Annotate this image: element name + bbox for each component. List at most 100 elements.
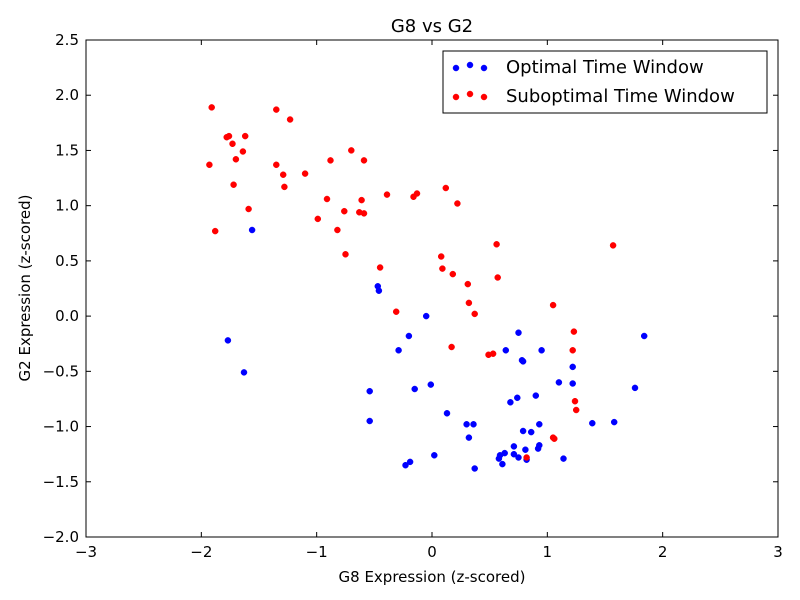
- data-point-suboptimal-20: [334, 226, 341, 234]
- data-point-suboptimal-49: [551, 435, 558, 442]
- legend-dot-0-2: [480, 64, 488, 72]
- data-point-optimal-47: [610, 418, 618, 426]
- data-point-optimal-8: [366, 387, 373, 395]
- data-point-optimal-10: [427, 381, 435, 388]
- data-point-optimal-24: [502, 347, 510, 354]
- data-point-suboptimal-2: [211, 227, 219, 235]
- legend-label-suboptimal: Suboptimal Time Window: [506, 86, 735, 107]
- data-point-suboptimal-4: [225, 132, 233, 140]
- data-point-suboptimal-35: [442, 184, 450, 192]
- data-point-optimal-46: [589, 419, 596, 427]
- data-point-suboptimal-9: [241, 132, 249, 140]
- data-point-suboptimal-6: [230, 181, 237, 188]
- data-point-suboptimal-30: [392, 308, 400, 315]
- data-point-optimal-5: [422, 312, 430, 320]
- y-tick-label-5: 0.5: [55, 252, 79, 270]
- data-point-suboptimal-17: [314, 215, 322, 223]
- data-point-optimal-22: [499, 460, 506, 468]
- data-point-suboptimal-0: [208, 104, 215, 111]
- data-point-optimal-17: [465, 434, 473, 441]
- data-point-suboptimal-32: [413, 190, 421, 197]
- data-point-suboptimal-45: [494, 274, 501, 281]
- axis-ticks: −3 −2 −1 0 1 2 3 −2.0 −1.5 −1.0 −0.5 0.0 0.5 1.0 1.5 2.…: [43, 31, 783, 561]
- legend-label-optimal: Optimal Time Window: [506, 57, 704, 78]
- data-point-optimal-36: [527, 428, 535, 436]
- data-point-suboptimal-10: [245, 205, 252, 213]
- legend-box: [442, 50, 768, 114]
- data-point-suboptimal-43: [489, 350, 497, 357]
- data-point-optimal-19: [471, 465, 478, 472]
- data-point-suboptimal-53: [572, 406, 580, 414]
- x-tick-label-0: −3: [75, 543, 97, 561]
- data-point-suboptimal-18: [323, 195, 331, 203]
- data-point-optimal-34: [522, 446, 529, 453]
- data-point-suboptimal-29: [383, 191, 391, 198]
- legend-dot-1-0: [452, 93, 460, 101]
- data-point-suboptimal-22: [342, 251, 349, 258]
- data-point-suboptimal-47: [549, 301, 557, 309]
- data-point-optimal-6: [405, 332, 413, 340]
- legend-marker-optimal: [452, 61, 488, 72]
- data-point-suboptimal-21: [341, 207, 348, 215]
- data-point-optimal-2: [240, 369, 248, 376]
- data-point-suboptimal-12: [273, 161, 280, 169]
- data-point-suboptimal-40: [465, 299, 473, 307]
- data-point-optimal-45: [569, 380, 576, 387]
- legend-dot-1-2: [480, 93, 488, 101]
- x-tick-label-4: 1: [543, 543, 553, 561]
- data-point-optimal-27: [510, 443, 518, 450]
- data-point-suboptimal-23: [348, 147, 355, 154]
- data-point-optimal-0: [248, 226, 256, 234]
- data-point-suboptimal-54: [609, 242, 617, 249]
- data-point-suboptimal-44: [493, 241, 500, 248]
- y-tick-label-2: −1.0: [43, 418, 79, 436]
- data-point-suboptimal-33: [437, 253, 445, 260]
- data-point-suboptimal-28: [376, 264, 384, 271]
- data-point-optimal-9: [411, 385, 418, 393]
- data-point-suboptimal-19: [327, 157, 334, 164]
- data-point-suboptimal-41: [471, 310, 478, 318]
- data-point-optimal-43: [560, 455, 567, 462]
- data-point-optimal-41: [538, 347, 545, 354]
- data-point-optimal-40: [536, 421, 543, 428]
- data-point-optimal-33: [519, 427, 527, 435]
- data-point-optimal-16: [463, 421, 470, 428]
- data-point-optimal-37: [532, 392, 540, 399]
- data-point-suboptimal-13: [279, 171, 287, 178]
- legend: Optimal Time Window Suboptimal Time Wind…: [442, 50, 768, 114]
- data-point-suboptimal-15: [286, 116, 294, 123]
- data-point-optimal-42: [555, 379, 563, 386]
- data-point-suboptimal-26: [360, 210, 368, 217]
- data-point-suboptimal-27: [360, 157, 368, 164]
- plot-frame: [85, 39, 779, 538]
- data-point-suboptimal-39: [464, 280, 472, 288]
- x-tick-label-1: −2: [190, 543, 212, 561]
- y-tick-label-0: −2.0: [43, 528, 79, 546]
- data-points: [206, 104, 648, 472]
- y-tick-label-6: 1.0: [55, 197, 79, 215]
- data-point-optimal-23: [501, 449, 508, 457]
- data-point-optimal-12: [402, 461, 409, 469]
- data-point-optimal-28: [514, 394, 521, 402]
- data-point-optimal-48: [631, 384, 639, 392]
- data-point-optimal-4: [375, 287, 383, 294]
- data-point-suboptimal-8: [239, 148, 247, 155]
- data-point-optimal-15: [443, 410, 451, 417]
- y-tick-label-3: −0.5: [43, 362, 79, 380]
- x-tick-label-3: 0: [427, 543, 437, 561]
- legend-marker-suboptimal: [452, 90, 488, 101]
- data-point-suboptimal-52: [571, 397, 579, 405]
- data-point-suboptimal-37: [449, 270, 457, 278]
- data-point-optimal-1: [224, 337, 232, 344]
- data-point-optimal-30: [515, 329, 522, 336]
- data-point-suboptimal-46: [523, 454, 530, 461]
- y-axis-label: G2 Expression (z-scored): [16, 195, 34, 382]
- data-point-optimal-39: [536, 442, 543, 449]
- data-point-suboptimal-38: [454, 200, 461, 207]
- data-point-optimal-13: [406, 458, 414, 466]
- data-point-suboptimal-25: [358, 196, 365, 204]
- x-axis-label: G8 Expression (z-scored): [339, 568, 526, 586]
- data-point-suboptimal-36: [448, 343, 455, 351]
- data-point-optimal-7: [395, 347, 402, 354]
